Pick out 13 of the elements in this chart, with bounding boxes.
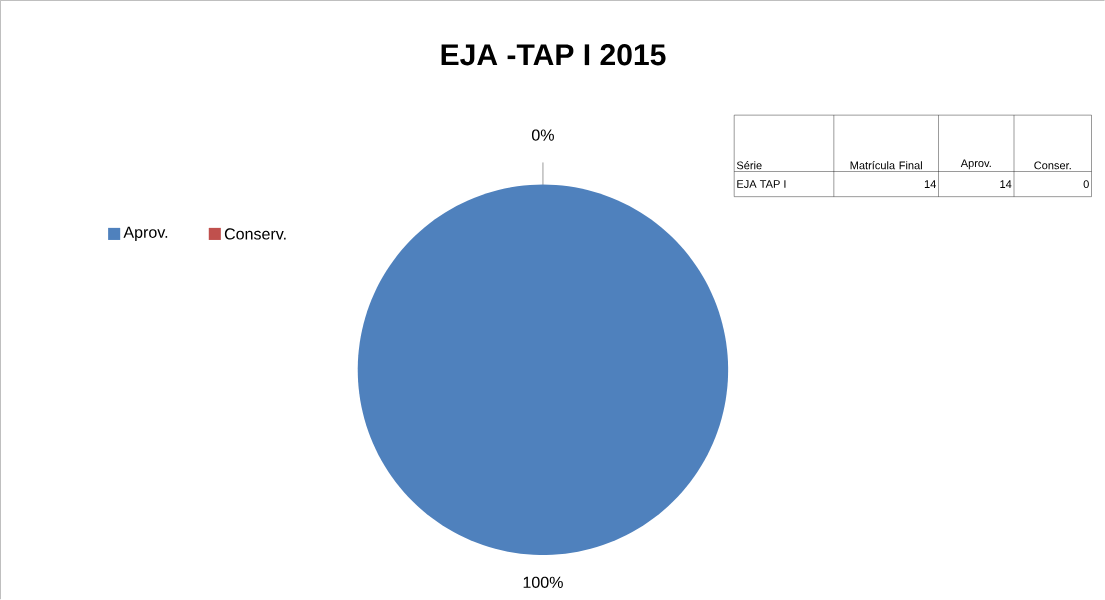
legend-label: Conserv. [224, 228, 286, 240]
legend-label: Aprov. [123, 226, 168, 242]
text: Série [736, 161, 762, 170]
text: EJA TAP I [737, 180, 786, 189]
text: 0 [1083, 180, 1089, 189]
chart-title: EJA -TAP I 2015 [441, 44, 666, 66]
text: 14 [924, 180, 936, 189]
text: Aprov. [960, 159, 991, 170]
text: Conser. [1034, 161, 1071, 170]
text: Matrícula Final [850, 161, 922, 170]
text: 0% [531, 129, 554, 141]
data-label: 100% [523, 576, 563, 589]
text: 14 [1000, 180, 1012, 189]
